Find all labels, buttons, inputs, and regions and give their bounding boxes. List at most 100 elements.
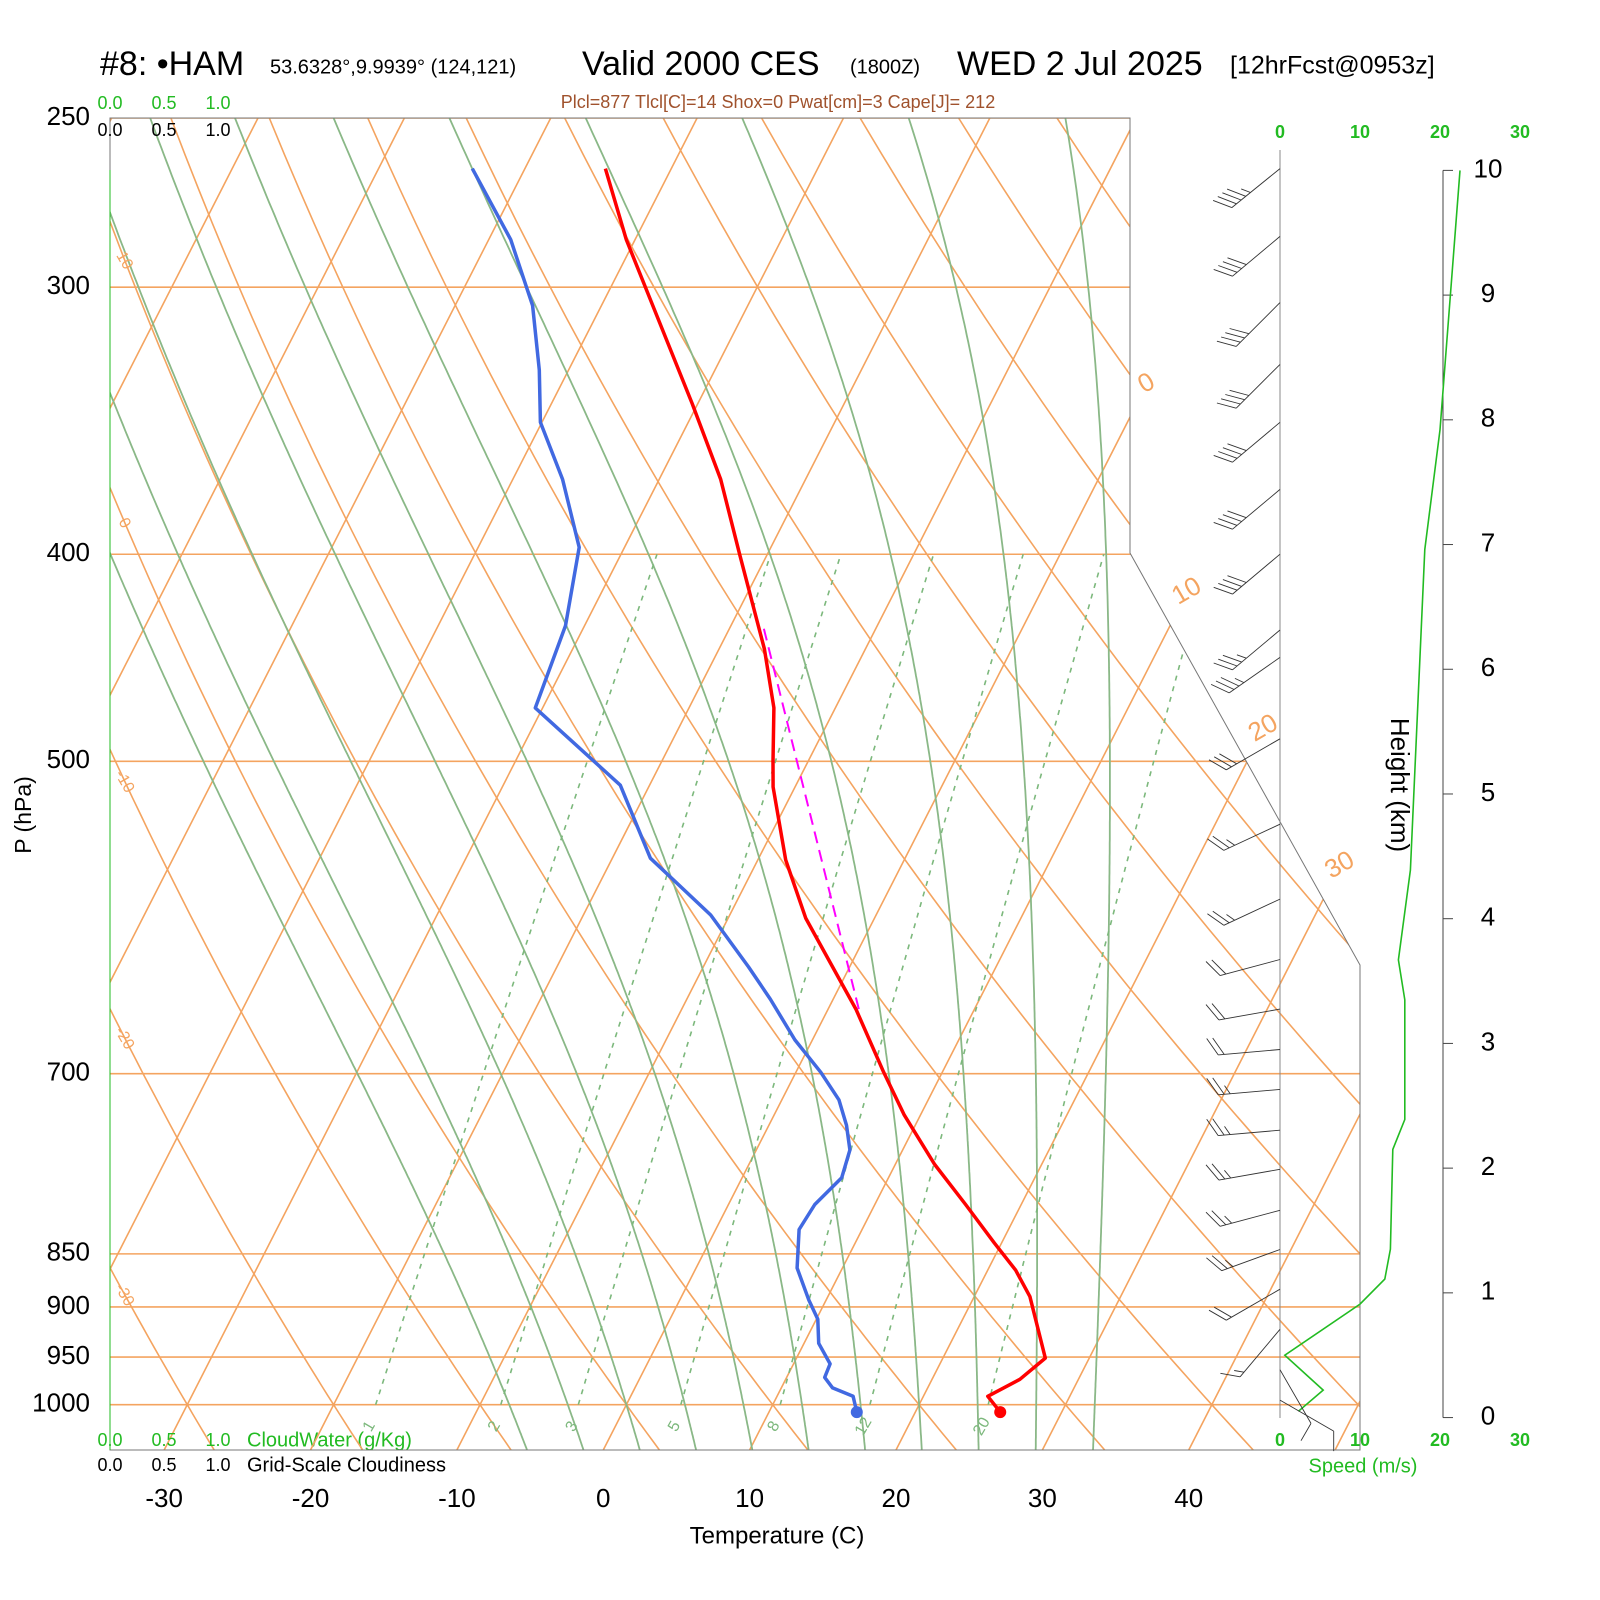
dry-adiabat <box>110 118 215 1450</box>
title-station: #8: •HAM <box>100 45 244 83</box>
speed-tick-label: 20 <box>1430 122 1450 142</box>
dry-adiabat <box>268 118 1106 1450</box>
cloudiness-tick: 1.0 <box>205 120 230 140</box>
height-tick-label: 8 <box>1481 403 1495 433</box>
wind-barb <box>1208 1288 1281 1321</box>
mixing-ratio-line <box>869 553 1105 1405</box>
mixing-ratio-line <box>779 553 1024 1405</box>
x-tick-label: 10 <box>735 1483 764 1513</box>
wind-barb <box>1213 489 1281 530</box>
moist-adiabat <box>332 118 810 1450</box>
wind-barb <box>1279 1399 1335 1452</box>
cloud-water-tick: 1.0 <box>205 1430 230 1450</box>
dry-adiabat <box>760 118 1360 1450</box>
x-tick-label: -30 <box>145 1483 183 1513</box>
cloudiness-label: Grid-Scale Cloudiness <box>247 1454 446 1476</box>
height-tick-label: 9 <box>1481 278 1495 308</box>
cloudiness-tick: 0.5 <box>151 120 176 140</box>
x-tick-label: 30 <box>1028 1483 1057 1513</box>
height-tick-label: 6 <box>1481 652 1495 682</box>
cloud-water-tick: 1.0 <box>205 93 230 113</box>
y-tick-label: 950 <box>47 1340 90 1370</box>
moist-adiabat <box>584 118 923 1450</box>
wind-barb <box>1216 364 1281 409</box>
title-coords: 53.6328°,9.9939° (124,121) <box>270 56 516 78</box>
x-tick-label: -10 <box>438 1483 476 1513</box>
speed-axis-label: Speed (m/s) <box>1309 1455 1418 1477</box>
mixing-ratio-line <box>500 553 772 1405</box>
dry-adiabat-label: 10 <box>112 249 136 273</box>
y-tick-label: 700 <box>47 1057 90 1087</box>
cloudiness-tick: 1.0 <box>205 1455 230 1475</box>
subtitle: Plcl=877 Tlcl[C]=14 Shox=0 Pwat[cm]=3 Ca… <box>561 92 995 112</box>
x-tick-label: -20 <box>292 1483 330 1513</box>
moist-adiabat <box>149 118 697 1450</box>
height-tick-label: 1 <box>1481 1276 1495 1306</box>
wind-barb <box>1205 1163 1281 1181</box>
wind-barb <box>1220 1329 1281 1378</box>
moist-adiabat <box>1064 118 1111 1450</box>
wind-barb <box>1279 1369 1312 1441</box>
dry-adiabat <box>859 118 1360 1450</box>
wind-barb <box>1207 823 1281 851</box>
title-utc: (1800Z) <box>850 56 920 78</box>
moist-adiabat <box>110 118 528 1450</box>
dry-adiabat <box>465 118 1360 1450</box>
title-date: WED 2 Jul 2025 <box>957 45 1203 83</box>
height-tick-label: 3 <box>1481 1026 1495 1056</box>
speed-tick-label: 30 <box>1510 1430 1530 1450</box>
wind-barb <box>1205 1003 1281 1021</box>
dry-adiabat <box>110 118 661 1450</box>
dry-adiabat <box>110 118 364 1450</box>
mixing-ratio-line <box>577 553 842 1405</box>
wind-barb <box>1205 959 1281 977</box>
dry-adiabat <box>662 118 1360 1450</box>
y-axis-label: P (hPa) <box>10 776 36 854</box>
height-tick-label: 2 <box>1481 1151 1495 1181</box>
mixing-ratio-line <box>374 553 658 1405</box>
speed-tick-label: 10 <box>1350 1430 1370 1450</box>
y-tick-label: 400 <box>47 537 90 567</box>
x-axis-label: Temperature (C) <box>690 1522 865 1549</box>
moist-adiabat <box>234 118 754 1450</box>
height-tick-label: 7 <box>1481 527 1495 557</box>
wind-barb <box>1213 421 1281 463</box>
mixing-ratio-line <box>680 553 935 1405</box>
height-tick-label: 0 <box>1481 1400 1495 1430</box>
height-tick-label: 4 <box>1481 902 1495 932</box>
isotherm <box>110 118 259 1450</box>
cloud-water-label: CloudWater (g/Kg) <box>247 1429 412 1451</box>
moist-adiabat <box>110 118 641 1450</box>
cloud-water-tick: 0.0 <box>97 93 122 113</box>
wind-barb <box>1206 1249 1281 1272</box>
cloudiness-tick: 0.0 <box>97 1455 122 1475</box>
moist-adiabat <box>110 118 585 1450</box>
moist-adiabat <box>448 118 866 1450</box>
title-forecast: [12hrFcst@0953z] <box>1230 52 1435 80</box>
cloud-water-tick: 0.5 <box>151 93 176 113</box>
dry-adiabat <box>563 118 1360 1450</box>
parcel-line <box>762 625 860 1010</box>
wind-barb <box>1208 738 1281 771</box>
y-tick-label: 900 <box>47 1290 90 1320</box>
height-tick-label: 5 <box>1481 777 1495 807</box>
y-tick-label: 500 <box>47 744 90 774</box>
speed-tick-label: 20 <box>1430 1430 1450 1450</box>
temperature-surface-dot <box>994 1406 1007 1419</box>
wind-barb <box>1213 553 1281 595</box>
x-tick-label: 20 <box>882 1483 911 1513</box>
wind-barb <box>1213 629 1281 671</box>
y-tick-label: 850 <box>47 1237 90 1267</box>
isotherm <box>456 118 1137 1450</box>
dry-adiabat <box>110 118 809 1450</box>
speed-tick-label: 0 <box>1275 122 1285 142</box>
isotherm <box>895 118 1360 1450</box>
isotherm <box>1041 118 1360 1450</box>
cloudiness-tick: 0.5 <box>151 1455 176 1475</box>
height-axis-label: Height (km) <box>1385 718 1415 852</box>
isotherm <box>110 118 406 1450</box>
x-tick-label: 0 <box>596 1483 610 1513</box>
dewpoint-surface-dot <box>850 1406 863 1419</box>
x-tick-label: 40 <box>1174 1483 1203 1513</box>
